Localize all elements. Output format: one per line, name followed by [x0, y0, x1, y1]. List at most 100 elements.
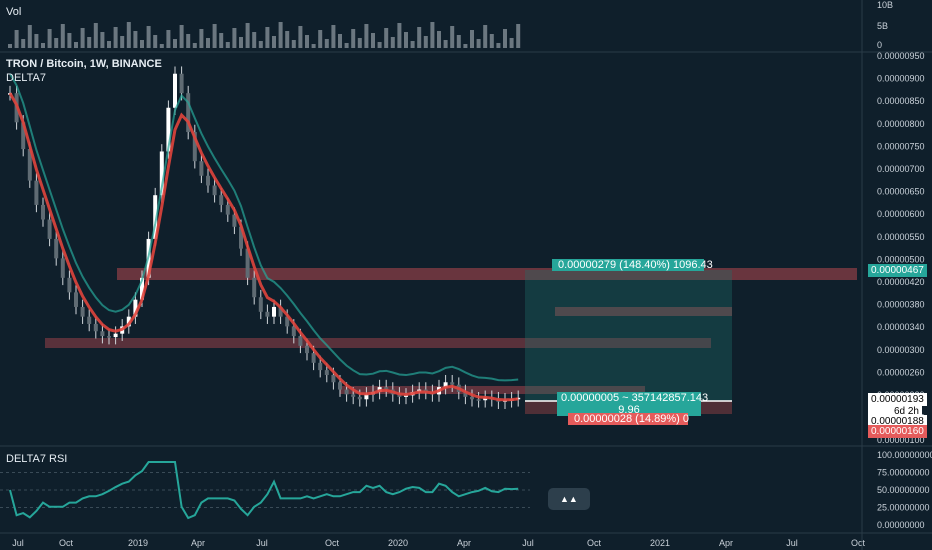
volume-bar — [489, 34, 494, 48]
candle-body — [41, 204, 45, 220]
candle-body — [470, 396, 474, 400]
volume-bar — [93, 23, 98, 48]
candle-body — [450, 382, 455, 385]
volume-bar — [384, 28, 389, 48]
volume-bar — [239, 37, 243, 48]
time-tick-label: Oct — [325, 538, 340, 548]
candle-body — [27, 149, 32, 181]
candle-body — [192, 132, 197, 162]
volume-bar — [212, 24, 217, 48]
candle-body — [113, 333, 118, 338]
time-tick-label: 2021 — [650, 538, 670, 548]
target-box — [525, 270, 732, 401]
price-tick-label: 0.00000950 — [877, 51, 925, 61]
alert-badge[interactable]: ▲▲ — [548, 488, 590, 510]
candle-body — [159, 151, 164, 196]
rsi-tick-label: 100.00000000 — [877, 450, 932, 460]
price-tick-label: 0.00000300 — [877, 345, 925, 355]
rsi-tick-label: 25.00000000 — [877, 503, 930, 513]
volume-bar — [245, 23, 250, 48]
vol-tick-label: 10B — [877, 0, 893, 10]
volume-bar — [133, 31, 138, 48]
resistance-zone — [340, 386, 645, 394]
candle-body — [265, 311, 270, 317]
volume-bar — [305, 35, 309, 48]
volume-bar — [27, 25, 32, 48]
candle-body — [206, 175, 210, 186]
price-tick-label: 0.00000600 — [877, 209, 925, 219]
volume-bar — [21, 39, 26, 48]
time-tick-label: Apr — [457, 538, 471, 548]
candle-body — [344, 389, 349, 395]
candle-body — [305, 345, 309, 354]
volume-bar — [80, 28, 85, 48]
volume-bar — [41, 43, 45, 48]
candle-body — [186, 93, 191, 133]
price-tick-label: 0.00000750 — [877, 141, 925, 151]
candle-body — [291, 326, 296, 337]
candle-body — [100, 331, 105, 337]
rsi-line — [9, 461, 519, 520]
volume-bar — [153, 35, 158, 48]
volume-bar — [14, 30, 19, 48]
candle-body — [298, 336, 303, 346]
candle-body — [93, 323, 98, 332]
time-tick-label: Oct — [851, 538, 866, 548]
rsi-tick-label: 75.00000000 — [877, 468, 930, 478]
current-price-tag: 0.00000193 — [868, 393, 927, 406]
volume-bar — [54, 38, 59, 48]
volume-bar — [423, 36, 428, 48]
candle-body — [107, 336, 111, 338]
candle-body — [173, 73, 177, 108]
rsi-tick-label: 0.00000000 — [877, 520, 925, 530]
time-tick-label: Jul — [12, 538, 24, 548]
volume-bar — [404, 32, 408, 48]
candle-body — [67, 277, 72, 293]
volume-bar — [87, 37, 92, 48]
volume-bar — [192, 43, 197, 48]
candle-body — [285, 316, 290, 327]
volume-bar — [377, 42, 382, 48]
volume-bar — [272, 36, 276, 48]
volume-bar — [351, 29, 356, 48]
price-tick-label: 0.00000500 — [877, 254, 925, 264]
volume-bar — [318, 30, 323, 48]
candle-body — [34, 180, 39, 205]
candle-body — [404, 395, 408, 397]
volume-bar — [496, 43, 501, 48]
volume-bar — [503, 29, 507, 48]
price-tick-label: 0.00000420 — [877, 277, 925, 287]
candle-body — [272, 306, 276, 317]
price-zones — [45, 268, 857, 414]
volume-bar — [430, 22, 435, 48]
volume-bar — [206, 38, 210, 48]
volume-bar — [470, 30, 474, 48]
vol-tick-label: 0 — [877, 40, 882, 50]
target-price-tag: 0.00000467 — [868, 264, 927, 277]
volume-bar — [291, 40, 296, 48]
resistance-zone — [555, 307, 732, 316]
candle-body — [153, 195, 158, 239]
volume-bar — [34, 34, 39, 48]
rsi-tick-label: 50.00000000 — [877, 485, 930, 495]
volume-bar — [67, 33, 72, 48]
volume-bar — [311, 44, 316, 48]
axes: 10B 5B 00.00000950 0.00000900 0.00000850 0.00… — [12, 0, 932, 548]
volume-bar — [60, 24, 65, 48]
time-tick-label: Apr — [719, 538, 733, 548]
candles — [8, 66, 521, 409]
time-tick-label: Jul — [522, 538, 534, 548]
candle-body — [397, 394, 402, 397]
time-tick-label: Oct — [587, 538, 602, 548]
volume-bar — [344, 43, 349, 48]
volume-bar — [371, 33, 375, 48]
volume-bar — [146, 26, 151, 48]
candle-body — [239, 226, 243, 249]
volume-bar — [278, 22, 283, 48]
time-tick-label: Jul — [786, 538, 798, 548]
volume-bar — [443, 40, 448, 48]
volume-bar — [173, 39, 177, 48]
candle-body — [278, 306, 283, 317]
volume-bar — [410, 41, 415, 48]
delta7-line — [8, 92, 519, 402]
